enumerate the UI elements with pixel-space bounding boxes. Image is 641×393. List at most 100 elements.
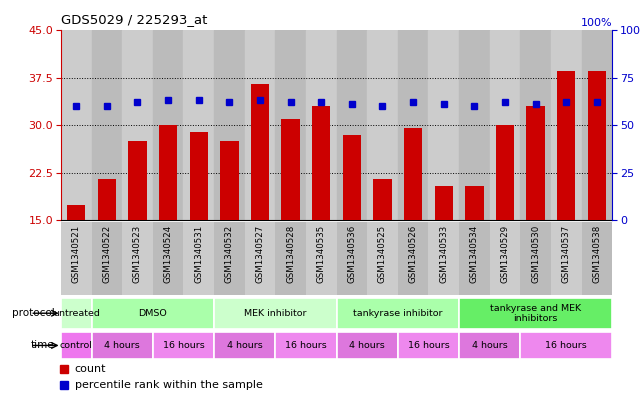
Text: GSM1340535: GSM1340535 <box>317 225 326 283</box>
Text: GSM1340537: GSM1340537 <box>562 225 570 283</box>
Text: time: time <box>31 340 54 351</box>
Text: GSM1340521: GSM1340521 <box>72 225 81 283</box>
Bar <box>275 30 306 220</box>
Bar <box>551 222 581 295</box>
Bar <box>526 106 545 220</box>
Bar <box>153 30 183 220</box>
Text: GDS5029 / 225293_at: GDS5029 / 225293_at <box>61 13 207 26</box>
Bar <box>275 332 337 359</box>
Bar <box>337 30 367 220</box>
Bar <box>343 135 361 220</box>
Bar <box>520 332 612 359</box>
Bar <box>153 222 183 295</box>
Bar <box>159 125 178 220</box>
Text: GSM1340534: GSM1340534 <box>470 225 479 283</box>
Text: 4 hours: 4 hours <box>472 341 508 350</box>
Text: tankyrase inhibitor: tankyrase inhibitor <box>353 309 442 318</box>
Bar <box>459 332 520 359</box>
Bar <box>183 222 214 295</box>
Bar <box>97 179 116 220</box>
Bar <box>281 119 300 220</box>
Text: GSM1340530: GSM1340530 <box>531 225 540 283</box>
Bar <box>459 30 490 220</box>
Bar <box>61 30 92 220</box>
Text: 16 hours: 16 hours <box>285 341 327 350</box>
Text: 16 hours: 16 hours <box>163 341 204 350</box>
Bar <box>153 332 214 359</box>
Bar <box>490 30 520 220</box>
Bar <box>337 298 459 329</box>
Text: count: count <box>74 364 106 374</box>
Text: GSM1340528: GSM1340528 <box>286 225 295 283</box>
Bar <box>367 30 398 220</box>
Text: 16 hours: 16 hours <box>408 341 449 350</box>
Text: DMSO: DMSO <box>138 309 167 318</box>
Text: protocol: protocol <box>12 308 54 318</box>
Bar <box>214 332 275 359</box>
Text: 100%: 100% <box>581 18 612 28</box>
Text: GSM1340529: GSM1340529 <box>501 225 510 283</box>
Bar <box>435 185 453 220</box>
Bar <box>520 222 551 295</box>
Bar <box>337 332 398 359</box>
Bar <box>214 30 245 220</box>
Bar <box>404 129 422 220</box>
Bar <box>337 222 367 295</box>
Bar <box>92 298 214 329</box>
Bar <box>245 30 275 220</box>
Bar <box>398 222 428 295</box>
Bar <box>306 30 337 220</box>
Bar <box>428 30 459 220</box>
Bar <box>92 332 153 359</box>
Text: tankyrase and MEK
inhibitors: tankyrase and MEK inhibitors <box>490 303 581 323</box>
Text: 16 hours: 16 hours <box>545 341 587 350</box>
Text: GSM1340531: GSM1340531 <box>194 225 203 283</box>
Bar <box>92 222 122 295</box>
Bar <box>122 222 153 295</box>
Bar <box>367 222 398 295</box>
Bar <box>67 205 85 220</box>
Text: 4 hours: 4 hours <box>227 341 263 350</box>
Bar <box>581 30 612 220</box>
Bar <box>557 71 576 220</box>
Bar <box>312 106 330 220</box>
Text: GSM1340538: GSM1340538 <box>592 225 601 283</box>
Bar <box>214 222 245 295</box>
Text: control: control <box>60 341 93 350</box>
Bar <box>220 141 238 220</box>
Bar <box>122 30 153 220</box>
Bar <box>214 298 337 329</box>
Text: GSM1340522: GSM1340522 <box>103 225 112 283</box>
Bar <box>495 125 514 220</box>
Bar <box>61 298 92 329</box>
Bar <box>275 222 306 295</box>
Bar <box>459 298 612 329</box>
Bar <box>428 222 459 295</box>
Bar <box>306 222 337 295</box>
Bar <box>245 222 275 295</box>
Text: GSM1340526: GSM1340526 <box>408 225 417 283</box>
Bar <box>128 141 147 220</box>
Bar <box>190 132 208 220</box>
Bar <box>520 30 551 220</box>
Bar <box>581 222 612 295</box>
Bar <box>490 222 520 295</box>
Text: GSM1340533: GSM1340533 <box>439 225 448 283</box>
Bar <box>61 332 92 359</box>
Bar <box>398 332 459 359</box>
Bar <box>61 222 92 295</box>
Text: GSM1340525: GSM1340525 <box>378 225 387 283</box>
Bar <box>251 84 269 220</box>
Bar <box>183 30 214 220</box>
Bar <box>92 30 122 220</box>
Text: GSM1340536: GSM1340536 <box>347 225 356 283</box>
Bar <box>373 179 392 220</box>
Text: MEK inhibitor: MEK inhibitor <box>244 309 306 318</box>
Text: untreated: untreated <box>53 309 99 318</box>
Text: percentile rank within the sample: percentile rank within the sample <box>74 380 263 390</box>
Bar <box>398 30 428 220</box>
Bar <box>465 185 483 220</box>
Text: 4 hours: 4 hours <box>104 341 140 350</box>
Bar <box>459 222 490 295</box>
Bar <box>588 71 606 220</box>
